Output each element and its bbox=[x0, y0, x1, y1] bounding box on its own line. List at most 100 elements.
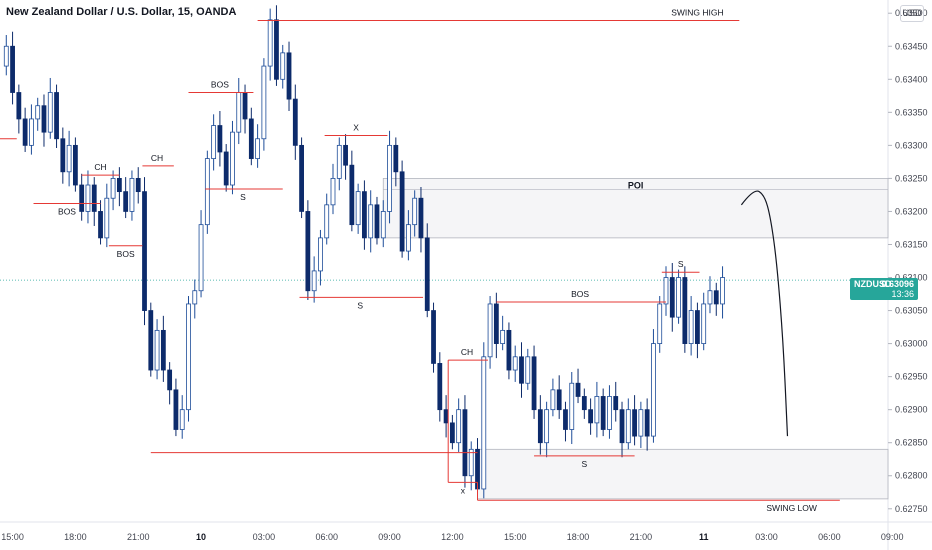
candle-down bbox=[91, 184, 97, 212]
y-tick-label: 0.62900 bbox=[895, 405, 928, 415]
candle-down bbox=[613, 396, 619, 411]
candle-down bbox=[135, 178, 141, 193]
x-tick-label: 10 bbox=[196, 532, 206, 542]
chart-title: New Zealand Dollar / U.S. Dollar, 15, OA… bbox=[6, 6, 237, 18]
candle-down bbox=[362, 191, 367, 239]
candle-up bbox=[657, 303, 663, 344]
candle-down bbox=[418, 197, 424, 239]
x-tick-label: 18:00 bbox=[64, 532, 87, 542]
candle-up bbox=[236, 92, 242, 133]
candle-up bbox=[355, 191, 361, 226]
y-tick-label: 0.62800 bbox=[895, 471, 928, 481]
candle-up bbox=[468, 448, 474, 477]
x-tick-label: 12:00 bbox=[441, 532, 464, 542]
candle-up bbox=[47, 92, 53, 133]
candle-up bbox=[638, 409, 644, 437]
candle-up bbox=[336, 144, 342, 179]
candle-down bbox=[581, 396, 587, 411]
candle-up bbox=[330, 178, 336, 206]
x-tick-label: 06:00 bbox=[818, 532, 841, 542]
candle-up bbox=[104, 197, 110, 239]
x-tick-label: 15:00 bbox=[1, 532, 24, 542]
y-tick-label: 0.63050 bbox=[895, 306, 928, 316]
candle-down bbox=[10, 45, 15, 93]
x-tick-label: 15:00 bbox=[504, 532, 527, 542]
candle-up bbox=[525, 356, 531, 384]
candle-up bbox=[651, 343, 656, 437]
candle-up bbox=[192, 290, 198, 305]
candle-down bbox=[167, 369, 173, 391]
candle-down bbox=[54, 92, 59, 140]
candle-up bbox=[481, 356, 487, 490]
candle-down bbox=[437, 363, 443, 411]
candle-down bbox=[632, 409, 637, 437]
zone-label: POI bbox=[628, 180, 644, 190]
candle-up bbox=[324, 204, 330, 239]
projection-curve bbox=[740, 190, 789, 437]
candle-up bbox=[204, 158, 210, 226]
last-price-value: 0.63096 bbox=[881, 279, 914, 289]
candle-down bbox=[713, 290, 719, 305]
candle-down bbox=[506, 329, 512, 371]
candle-down bbox=[449, 422, 455, 444]
candle-down bbox=[493, 303, 499, 344]
structure-label: CH bbox=[151, 153, 163, 163]
candle-up bbox=[85, 184, 91, 212]
x-tick-label: 06:00 bbox=[315, 532, 338, 542]
candle-down bbox=[286, 52, 292, 100]
candle-down bbox=[462, 409, 468, 477]
candle-down bbox=[343, 144, 348, 166]
structure-label: BOS bbox=[58, 207, 76, 217]
candle-down bbox=[223, 151, 229, 186]
candle-up bbox=[594, 396, 600, 424]
currency-button[interactable]: USD bbox=[900, 5, 924, 22]
candle-down bbox=[123, 191, 129, 212]
structure-label: SWING LOW bbox=[766, 503, 817, 513]
candle-down bbox=[148, 310, 154, 371]
candle-down bbox=[563, 409, 568, 430]
y-tick-label: 0.63300 bbox=[895, 140, 928, 150]
candle-up bbox=[676, 277, 681, 318]
structure-label: CH bbox=[94, 162, 106, 172]
x-tick-label: 21:00 bbox=[127, 532, 150, 542]
x-tick-label: 18:00 bbox=[567, 532, 590, 542]
candle-up bbox=[512, 356, 518, 371]
candle-up bbox=[487, 303, 493, 358]
candle-up bbox=[625, 409, 631, 444]
candle-down bbox=[142, 191, 147, 311]
candle-up bbox=[707, 290, 713, 305]
candle-down bbox=[669, 277, 675, 318]
structure-label: BOS bbox=[571, 289, 589, 299]
structure-label: BOS bbox=[211, 80, 229, 90]
x-tick-label: 03:00 bbox=[253, 532, 276, 542]
demand-zone bbox=[477, 448, 889, 500]
y-tick-label: 0.63150 bbox=[895, 239, 928, 249]
structure-label: S bbox=[581, 459, 587, 469]
candle-down bbox=[292, 98, 298, 146]
candle-down bbox=[537, 409, 543, 444]
candle-up bbox=[154, 329, 160, 371]
x-tick-label: 03:00 bbox=[755, 532, 778, 542]
y-tick-label: 0.63100 bbox=[895, 273, 928, 283]
y-tick-label: 0.63400 bbox=[895, 74, 928, 84]
candle-up bbox=[368, 204, 374, 239]
candle-down bbox=[531, 356, 537, 411]
candle-up bbox=[179, 409, 185, 430]
structure-label: S bbox=[240, 192, 246, 202]
y-tick-label: 0.62850 bbox=[895, 438, 928, 448]
candle-down bbox=[248, 118, 254, 159]
candle-up bbox=[405, 224, 411, 252]
candle-down bbox=[519, 356, 524, 384]
x-tick-label: 21:00 bbox=[630, 532, 653, 542]
y-tick-label: 0.62750 bbox=[895, 504, 928, 514]
candle-up bbox=[35, 105, 41, 120]
candle-up bbox=[607, 396, 612, 430]
candle-down bbox=[393, 144, 399, 173]
candle-down bbox=[41, 105, 47, 133]
candle-up bbox=[569, 382, 575, 430]
candle-down bbox=[60, 138, 66, 173]
candle-down bbox=[305, 211, 311, 292]
candle-down bbox=[116, 178, 122, 193]
candle-down bbox=[431, 310, 436, 364]
